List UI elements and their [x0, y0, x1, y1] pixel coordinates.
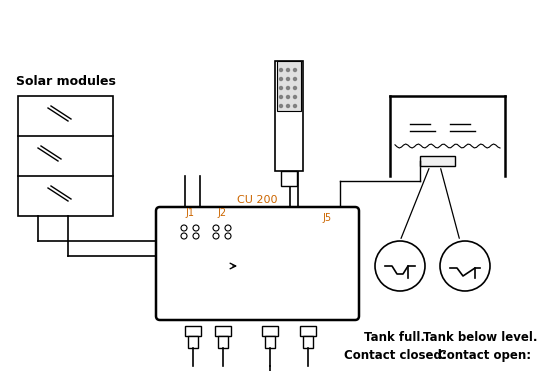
Text: Contact open:: Contact open:: [438, 349, 531, 362]
Bar: [262, 326, 278, 336]
Bar: [278, 256, 289, 276]
Circle shape: [440, 241, 490, 291]
Circle shape: [213, 225, 219, 231]
Bar: [321, 245, 333, 251]
Circle shape: [287, 105, 290, 108]
Bar: [275, 61, 303, 171]
Bar: [280, 259, 287, 273]
Circle shape: [181, 233, 187, 239]
Circle shape: [287, 86, 290, 89]
Bar: [277, 61, 301, 111]
Text: CU 200: CU 200: [237, 195, 278, 205]
Text: Solar modules: Solar modules: [16, 75, 115, 88]
Circle shape: [375, 241, 425, 291]
Circle shape: [287, 78, 290, 81]
Bar: [18, 96, 113, 216]
Text: J2: J2: [217, 208, 227, 218]
Text: Tank full.: Tank full.: [365, 331, 426, 344]
Circle shape: [279, 105, 282, 108]
Bar: [256, 259, 263, 273]
FancyBboxPatch shape: [156, 207, 359, 320]
Bar: [290, 256, 301, 276]
Circle shape: [293, 95, 296, 98]
Text: Tank below level.: Tank below level.: [423, 331, 537, 344]
Circle shape: [225, 233, 231, 239]
Bar: [281, 171, 297, 186]
Bar: [318, 228, 336, 256]
Circle shape: [293, 69, 296, 72]
Circle shape: [293, 105, 296, 108]
Circle shape: [279, 86, 282, 89]
Circle shape: [293, 78, 296, 81]
Bar: [321, 227, 333, 233]
Circle shape: [279, 95, 282, 98]
Circle shape: [293, 86, 296, 89]
Bar: [292, 259, 299, 273]
Bar: [268, 259, 275, 273]
Text: J1: J1: [185, 208, 194, 218]
Bar: [265, 336, 275, 348]
Bar: [321, 236, 333, 242]
Bar: [244, 259, 251, 273]
Bar: [210, 223, 234, 241]
Bar: [254, 256, 265, 276]
Bar: [178, 223, 202, 241]
Circle shape: [279, 69, 282, 72]
Circle shape: [287, 69, 290, 72]
Bar: [300, 326, 316, 336]
Bar: [420, 156, 455, 166]
Circle shape: [213, 233, 219, 239]
Bar: [303, 336, 313, 348]
Circle shape: [287, 95, 290, 98]
Circle shape: [181, 225, 187, 231]
Circle shape: [193, 225, 199, 231]
Bar: [218, 336, 228, 348]
Circle shape: [225, 225, 231, 231]
Bar: [266, 256, 277, 276]
Circle shape: [279, 78, 282, 81]
Bar: [185, 326, 201, 336]
Bar: [188, 336, 198, 348]
Circle shape: [193, 233, 199, 239]
Text: J5: J5: [323, 213, 332, 223]
Bar: [242, 256, 253, 276]
Bar: [215, 326, 231, 336]
Text: Contact closed:: Contact closed:: [344, 349, 446, 362]
